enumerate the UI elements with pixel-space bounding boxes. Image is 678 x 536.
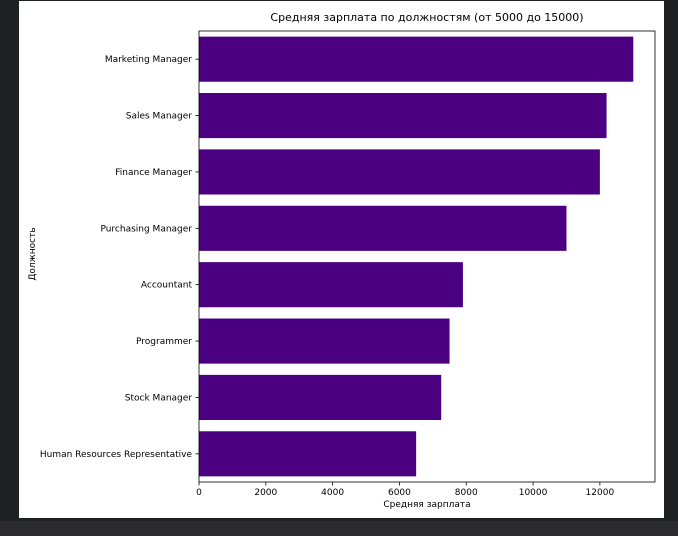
- window-bottom-bar: [0, 521, 678, 536]
- y-tick-label-finance-manager: Finance Manager: [115, 168, 192, 178]
- bar-accountant: [199, 262, 463, 308]
- bar-human-resources-representative: [199, 431, 417, 477]
- x-tick-label-12000: 12000: [586, 488, 615, 498]
- y-tick-label-sales-manager: Sales Manager: [126, 112, 193, 122]
- x-axis-label: Средняя зарплата: [383, 500, 470, 510]
- y-axis-label: Должность: [28, 227, 38, 280]
- y-tick-label-human-resources-representative: Human Resources Representative: [40, 450, 193, 460]
- x-tick-label-6000: 6000: [388, 488, 411, 498]
- chart-figure: Средняя зарплата по должностям (от 5000 …: [19, 1, 664, 518]
- x-tick-label-2000: 2000: [254, 488, 277, 498]
- x-tick-label-10000: 10000: [519, 488, 548, 498]
- chart-title: Средняя зарплата по должностям (от 5000 …: [270, 11, 583, 24]
- bar-purchasing-manager: [199, 205, 567, 251]
- x-tick-label-4000: 4000: [321, 488, 344, 498]
- y-tick-label-programmer: Programmer: [136, 337, 192, 347]
- y-tick-label-purchasing-manager: Purchasing Manager: [100, 224, 192, 234]
- x-tick-label-8000: 8000: [455, 488, 478, 498]
- y-tick-label-marketing-manager: Marketing Manager: [105, 55, 192, 65]
- bar-programmer: [199, 318, 450, 364]
- y-tick-label-stock-manager: Stock Manager: [125, 393, 193, 403]
- salary-bar-chart: Средняя зарплата по должностям (от 5000 …: [28, 11, 656, 510]
- y-tick-label-accountant: Accountant: [141, 281, 193, 291]
- plot-frame: [198, 30, 656, 483]
- bar-stock-manager: [199, 374, 442, 420]
- bar-finance-manager: [199, 149, 600, 195]
- bar-sales-manager: [199, 93, 607, 139]
- x-tick-label-0: 0: [196, 488, 202, 498]
- bar-marketing-manager: [199, 36, 634, 82]
